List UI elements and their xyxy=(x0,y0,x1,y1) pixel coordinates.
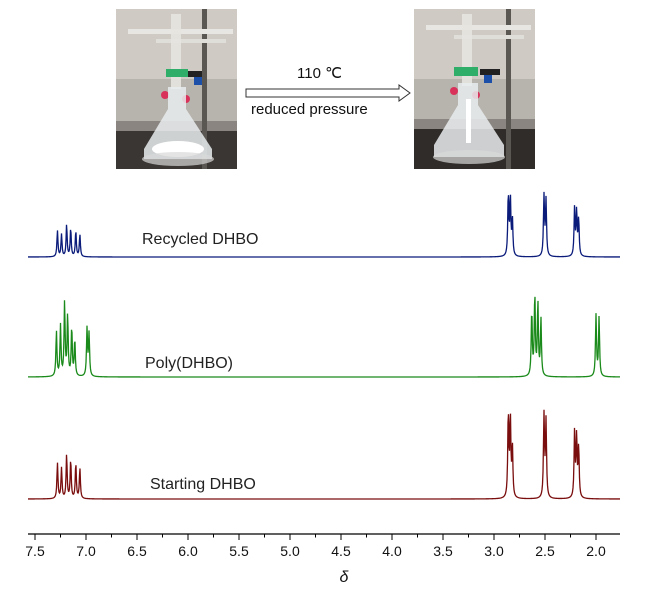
spectrum-line-1 xyxy=(28,191,620,258)
x-tick-label: 3.5 xyxy=(433,543,453,559)
x-tick-label: 6.5 xyxy=(127,543,147,559)
reaction-pressure: reduced pressure xyxy=(251,101,368,118)
spectra-lines xyxy=(28,191,620,500)
x-tick-label: 6.0 xyxy=(178,543,198,559)
reaction-arrow xyxy=(245,84,411,102)
flask-photo-after xyxy=(414,9,535,169)
x-tick-label: 2.0 xyxy=(586,543,606,559)
spectrum-line-3 xyxy=(28,409,620,500)
x-tick-label: 2.5 xyxy=(535,543,555,559)
series-labels: Recycled DHBO Poly(DHBO) Starting DHBO xyxy=(142,231,258,493)
x-tick-label: 3.0 xyxy=(484,543,504,559)
series-label: Poly(DHBO) xyxy=(145,355,233,372)
spectrum-line-2 xyxy=(28,296,620,378)
x-axis-ticks: 7.5 7.0 6.5 6.0 5.5 5.0 4.5 4.0 3.5 3.0 2.5 2.0 xyxy=(25,534,606,559)
x-tick-label: 7.5 xyxy=(25,543,45,559)
x-tick-label: 5.0 xyxy=(280,543,300,559)
series-label: Starting DHBO xyxy=(150,476,256,493)
x-tick-label: 7.0 xyxy=(76,543,96,559)
x-axis-label: δ xyxy=(340,569,350,586)
series-label: Recycled DHBO xyxy=(142,231,258,248)
x-tick-label: 5.5 xyxy=(229,543,249,559)
x-tick-label: 4.0 xyxy=(382,543,402,559)
x-tick-label: 4.5 xyxy=(331,543,351,559)
reaction-temperature: 110 ℃ xyxy=(297,65,342,82)
flask-photo-before xyxy=(116,9,237,169)
